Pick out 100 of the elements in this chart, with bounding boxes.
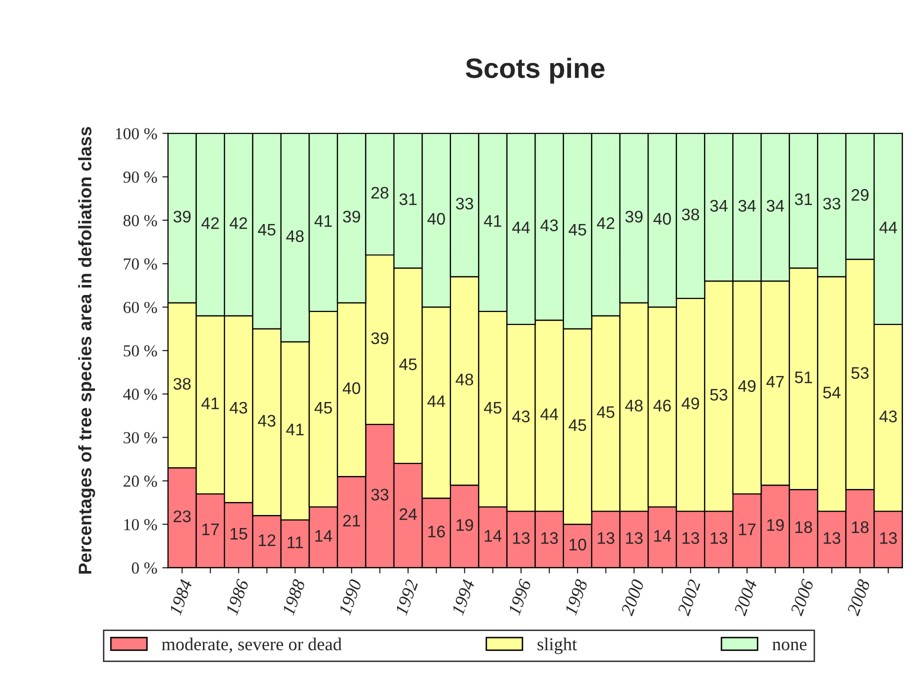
data-label: 53: [710, 388, 728, 401]
data-label: 14: [484, 530, 502, 542]
data-label: 13: [598, 532, 614, 544]
data-label: 44: [427, 396, 446, 407]
data-label: 17: [202, 524, 219, 536]
data-label: 42: [596, 217, 614, 229]
data-label: 41: [286, 424, 304, 436]
data-label: 45: [399, 358, 417, 370]
data-label: 47: [766, 376, 784, 388]
data-label: 24: [400, 508, 417, 520]
data-label: 39: [342, 210, 360, 223]
data-label: 45: [258, 224, 276, 236]
data-label: 40: [427, 212, 445, 225]
data-label: 48: [625, 400, 643, 412]
data-label: 42: [230, 217, 248, 229]
y-tick-label: 30 %: [124, 432, 158, 444]
legend-label: moderate, severe or dead: [162, 638, 342, 653]
y-tick-label: 70 %: [124, 258, 158, 270]
data-label: 40: [342, 382, 360, 394]
data-label: 13: [682, 532, 700, 544]
data-label: 39: [173, 210, 191, 223]
data-label: 46: [653, 400, 671, 412]
y-tick-label: 40 %: [123, 388, 158, 400]
x-tick-label: 1988: [282, 578, 306, 616]
chart-title: Scots pine: [466, 58, 604, 84]
y-tick-label: 80 %: [123, 214, 158, 226]
y-tick-label: 60 %: [124, 302, 158, 314]
data-label: 42: [201, 217, 219, 229]
data-label: 31: [399, 193, 417, 206]
data-label: 44: [879, 222, 898, 234]
data-label: 39: [625, 210, 643, 223]
data-label: 34: [766, 200, 784, 212]
data-label: 54: [823, 386, 841, 398]
data-label: 12: [258, 534, 276, 546]
data-label: 19: [456, 519, 474, 531]
data-label: 38: [173, 378, 191, 390]
data-label: 41: [314, 215, 332, 227]
data-label: 15: [230, 528, 248, 540]
data-label: 49: [682, 398, 700, 410]
x-tick-label: 1986: [225, 578, 249, 616]
data-label: 43: [512, 410, 530, 422]
data-label: 53: [851, 367, 869, 379]
x-tick-label: 1990: [338, 578, 362, 616]
data-label: 14: [654, 530, 672, 542]
x-tick-label: 1998: [564, 578, 588, 616]
data-label: 43: [230, 402, 248, 414]
data-label: 39: [371, 332, 388, 344]
x-tick-label: 2002: [677, 578, 701, 616]
data-label: 13: [824, 532, 840, 544]
data-label: 23: [174, 510, 191, 522]
data-label: 33: [371, 488, 388, 501]
y-tick-label: 10 %: [124, 518, 158, 530]
data-label: 45: [568, 224, 586, 236]
data-label: 18: [852, 521, 869, 534]
data-label: 44: [512, 222, 530, 234]
data-label: 13: [513, 532, 530, 544]
y-axis-title: Percentages of tree species area in defoliation class: [78, 126, 96, 574]
data-label: 38: [682, 208, 700, 220]
data-label: 10: [570, 538, 586, 550]
x-tick-label: 1996: [508, 578, 532, 616]
data-label: 40: [653, 212, 671, 225]
legend-label: slight: [538, 638, 577, 654]
data-label: 13: [880, 532, 897, 544]
data-label: 19: [767, 519, 784, 531]
data-label: 28: [371, 186, 388, 199]
data-label: 49: [738, 380, 756, 392]
y-tick-label: 90 %: [123, 172, 158, 183]
data-label: 11: [288, 536, 303, 548]
data-label: 33: [823, 198, 840, 210]
data-label: 44: [540, 408, 558, 420]
data-label: 51: [794, 372, 812, 384]
data-label: 43: [258, 414, 276, 427]
y-tick-label: 50 %: [124, 345, 158, 357]
data-label: 17: [739, 524, 756, 536]
x-tick-label: 1994: [451, 578, 475, 616]
x-tick-label: 2006: [790, 578, 814, 616]
data-label: 33: [456, 198, 474, 210]
data-label: 34: [710, 200, 728, 212]
data-label: 45: [484, 402, 502, 414]
data-label: 14: [315, 530, 332, 542]
data-label: 41: [201, 398, 219, 410]
data-label: 45: [568, 419, 586, 432]
x-tick-label: 2000: [620, 578, 644, 616]
data-label: 29: [852, 189, 869, 201]
x-tick-label: 1984: [168, 578, 192, 616]
y-tick-label: 0 %: [132, 562, 158, 574]
x-tick-label: 1992: [394, 578, 418, 616]
data-label: 21: [343, 514, 360, 526]
data-label: 16: [428, 526, 445, 538]
legend-label: none: [772, 642, 806, 650]
data-label: 13: [541, 532, 558, 544]
x-tick-label: 2004: [734, 578, 758, 616]
data-label: 34: [738, 200, 756, 212]
data-label: 48: [286, 230, 304, 242]
data-label: 31: [794, 193, 812, 206]
data-label: 13: [710, 532, 728, 544]
data-label: 48: [456, 374, 474, 386]
data-label: 45: [596, 406, 614, 418]
y-tick-label: 20 %: [124, 476, 158, 487]
data-label: 45: [314, 402, 332, 414]
